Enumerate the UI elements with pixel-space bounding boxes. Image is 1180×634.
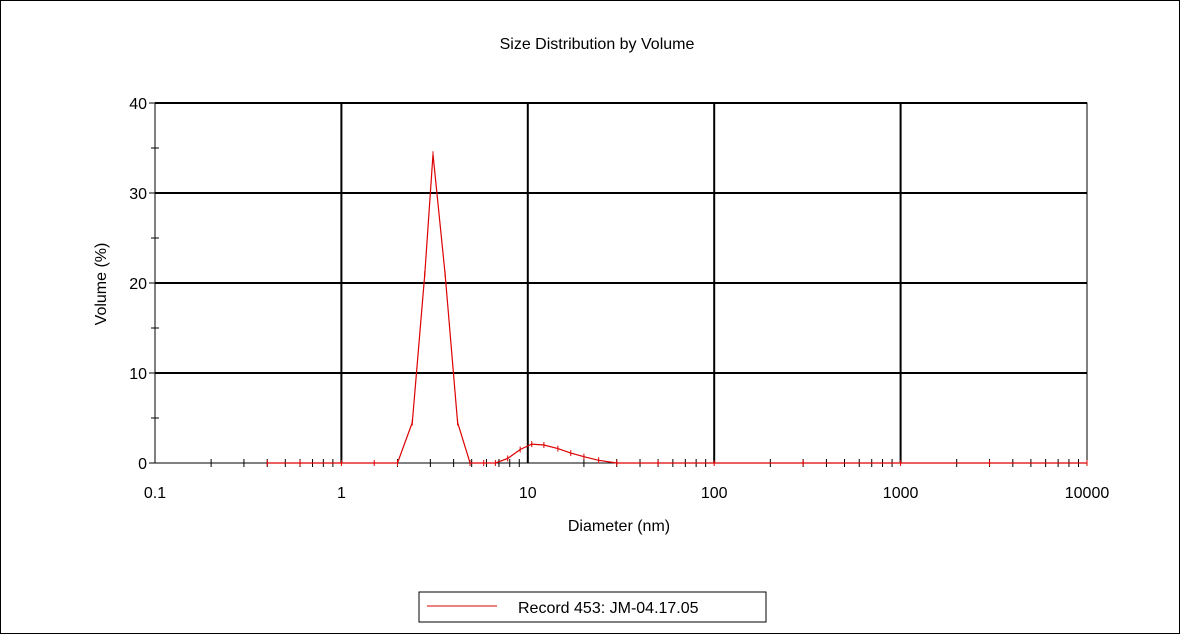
series-layer — [266, 151, 1088, 466]
y-tick-label: 0 — [138, 456, 147, 473]
y-axis-label: Volume (%) — [93, 243, 110, 326]
y-tick-label: 40 — [129, 96, 147, 113]
x-tick-labels: 0.1 1 10 100 1000 10000 — [144, 485, 1109, 502]
legend-label: Record 453: JM-04.17.05 — [518, 600, 699, 617]
y-tick-label: 10 — [129, 366, 147, 383]
legend-box — [418, 591, 767, 623]
y-tick-labels: 0 10 20 30 40 — [129, 96, 147, 473]
minor-ticks — [149, 102, 1079, 467]
x-tick-label: 1000 — [883, 485, 919, 502]
legend: Record 453: JM-04.17.05 — [418, 591, 767, 623]
y-tick-label: 30 — [129, 186, 147, 203]
y-tick-label: 20 — [129, 276, 147, 293]
x-tick-label: 0.1 — [144, 485, 166, 502]
series-line — [267, 154, 1087, 464]
x-tick-label: 10 — [519, 485, 537, 502]
x-tick-label: 100 — [701, 485, 728, 502]
chart-title: Size Distribution by Volume — [500, 36, 695, 53]
x-tick-label: 10000 — [1065, 485, 1110, 502]
x-tick-label: 1 — [337, 485, 346, 502]
chart-grid — [154, 102, 1088, 464]
x-axis-label: Diameter (nm) — [568, 518, 670, 535]
